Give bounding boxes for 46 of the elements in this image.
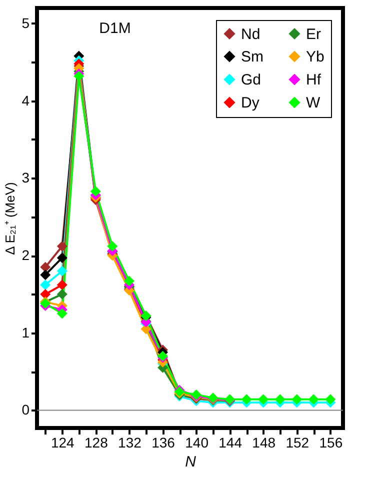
point — [56, 266, 68, 276]
point — [124, 276, 134, 286]
point — [274, 394, 286, 405]
x-tick-label: 144 — [218, 434, 242, 450]
legend-label: W — [306, 94, 321, 112]
y-tick-label: 0 — [22, 402, 30, 418]
point — [258, 394, 269, 405]
point — [90, 186, 101, 197]
point — [308, 394, 319, 405]
y-axis-title: Δ E₂₁⁺ (MeV) — [2, 182, 18, 255]
point — [292, 394, 302, 405]
point — [56, 240, 68, 252]
x-tick-label: 132 — [118, 434, 142, 450]
x-tick-label: 136 — [152, 434, 176, 450]
legend-label: Yb — [306, 48, 324, 66]
x-tick-label: 140 — [185, 434, 209, 450]
point — [56, 288, 68, 300]
point — [56, 308, 68, 319]
legend-label: Nd — [241, 26, 260, 43]
y-tick-label: 1 — [22, 324, 30, 340]
point — [56, 280, 68, 290]
point — [107, 240, 118, 252]
point — [40, 270, 51, 280]
y-tick-label: 4 — [22, 92, 30, 108]
point — [40, 280, 51, 290]
legend-label: Sm — [241, 48, 264, 66]
legend-label: Er — [306, 26, 322, 43]
x-axis-title: N — [185, 454, 196, 470]
point — [40, 288, 51, 300]
y-tick-label: 2 — [22, 247, 30, 264]
x-tick-label: 128 — [84, 434, 108, 450]
legend-label: Gd — [241, 72, 262, 88]
legend-label: Hf — [306, 72, 322, 88]
legend-label: Dy — [241, 94, 260, 112]
x-tick-label: 156 — [319, 434, 343, 450]
point — [325, 394, 336, 405]
point — [241, 394, 252, 405]
point — [40, 262, 51, 272]
point — [56, 252, 68, 264]
y-tick-label: 5 — [22, 14, 30, 31]
x-tick-label: 148 — [252, 434, 276, 450]
x-tick-label: 152 — [286, 434, 310, 450]
point — [74, 70, 84, 82]
annotation: D1M — [99, 20, 131, 37]
x-tick-label: 124 — [50, 434, 75, 450]
y-tick-label: 3 — [22, 170, 30, 186]
